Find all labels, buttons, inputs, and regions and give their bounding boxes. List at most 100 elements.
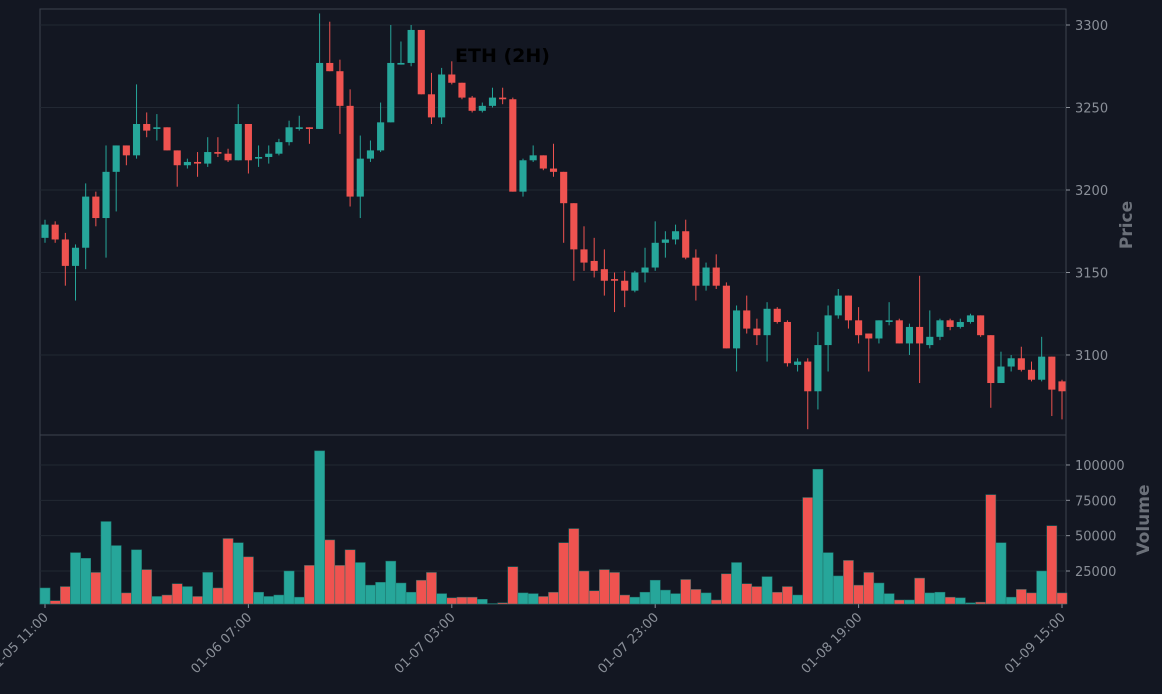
volume-bar xyxy=(731,562,742,605)
candle-body xyxy=(834,295,842,316)
candle-body xyxy=(112,145,120,172)
candle-body xyxy=(926,336,934,346)
candle-body xyxy=(438,74,446,118)
candle-body xyxy=(122,145,130,156)
volume-bar xyxy=(832,575,844,605)
volume-bar xyxy=(304,565,315,605)
candle-body xyxy=(997,366,1005,384)
volume-bar xyxy=(192,596,203,605)
volume-bar xyxy=(537,596,549,605)
candle-body xyxy=(305,127,313,129)
volume-bar xyxy=(527,593,539,605)
candle-body xyxy=(366,150,374,159)
candle-body xyxy=(743,310,751,329)
candle-body xyxy=(244,123,252,161)
candle-body xyxy=(875,320,883,339)
candle-body xyxy=(702,267,710,286)
candle-body xyxy=(682,231,690,258)
candle-body xyxy=(163,127,171,151)
candle-body xyxy=(1007,358,1015,367)
volume-bar xyxy=(934,591,946,605)
volume-bar xyxy=(517,592,529,605)
candle-body xyxy=(51,224,59,240)
volume-bar xyxy=(629,596,641,605)
volume-bar xyxy=(466,596,478,605)
candle-body xyxy=(468,97,476,111)
volume-bar xyxy=(100,521,112,605)
volume-bar xyxy=(924,592,936,605)
y-tick-label: 3200 xyxy=(1075,184,1108,199)
candle-body xyxy=(783,321,791,364)
volume-bar xyxy=(222,538,234,605)
volume-bar xyxy=(548,591,559,605)
candle-body xyxy=(488,97,497,106)
volume-bar xyxy=(354,562,366,605)
volume-bar xyxy=(599,569,610,605)
volume-bar xyxy=(558,542,570,605)
volume-bar xyxy=(649,579,661,605)
candle-body xyxy=(712,267,720,286)
candle-body xyxy=(631,272,639,291)
volume-bar xyxy=(568,528,580,605)
volume-bar xyxy=(619,594,631,605)
candle-body xyxy=(773,308,781,322)
volume-bar xyxy=(822,552,834,605)
candle-body xyxy=(427,94,436,118)
volume-bar xyxy=(965,602,976,605)
candle-body xyxy=(956,321,964,327)
x-tick-label: 01-06 07:00 xyxy=(188,610,255,677)
candle-body xyxy=(824,315,832,346)
candle-body xyxy=(387,62,395,123)
candle-body xyxy=(102,171,110,219)
candle-body xyxy=(173,150,181,166)
volume-bar xyxy=(1056,592,1068,605)
volume-bar xyxy=(507,566,519,605)
volume-bar xyxy=(680,579,692,605)
volume-bar xyxy=(588,590,600,605)
candle-body xyxy=(41,224,49,238)
candle-body xyxy=(580,249,588,263)
candle-body xyxy=(204,152,212,164)
volume-bar xyxy=(761,576,773,605)
volume-bar xyxy=(863,572,875,605)
volume-bar xyxy=(812,468,824,605)
candle-body xyxy=(346,105,354,197)
candle-body xyxy=(733,310,741,349)
volume-panel xyxy=(39,434,1067,605)
candle-body xyxy=(132,123,141,156)
volume-bar xyxy=(253,591,264,605)
volume-bar xyxy=(721,573,732,605)
volume-bar xyxy=(802,497,814,605)
volume-bar xyxy=(405,591,417,605)
volume-tick-label: 75000 xyxy=(1075,494,1116,509)
volume-bar xyxy=(751,586,763,605)
candle-body xyxy=(936,320,944,337)
candle-body xyxy=(1058,381,1066,392)
candle-body xyxy=(448,74,456,83)
volume-bar xyxy=(39,587,51,605)
volume-bar xyxy=(710,599,722,605)
volume-bar xyxy=(639,591,651,605)
candle-body xyxy=(671,231,680,240)
candle-body xyxy=(600,269,608,281)
volume-bar xyxy=(914,577,925,605)
candle-body xyxy=(661,239,669,243)
candle-body xyxy=(966,315,975,322)
volume-bar xyxy=(171,583,183,605)
y-tick-label: 3300 xyxy=(1075,19,1108,34)
candle-body xyxy=(397,62,405,65)
volume-bar xyxy=(263,596,275,605)
volume-bar xyxy=(853,584,864,605)
volume-bar xyxy=(202,572,214,605)
volume-bar xyxy=(121,592,132,605)
volume-bar xyxy=(944,596,956,605)
volume-bar xyxy=(1015,589,1027,605)
volume-bar xyxy=(131,549,142,605)
volume-tick-label: 25000 xyxy=(1075,565,1116,580)
volume-bar xyxy=(670,593,681,605)
volume-bar xyxy=(660,589,671,605)
candle-body xyxy=(214,152,222,154)
candle-body xyxy=(193,161,202,164)
volume-bar xyxy=(375,582,386,605)
volume-bar xyxy=(324,539,336,605)
